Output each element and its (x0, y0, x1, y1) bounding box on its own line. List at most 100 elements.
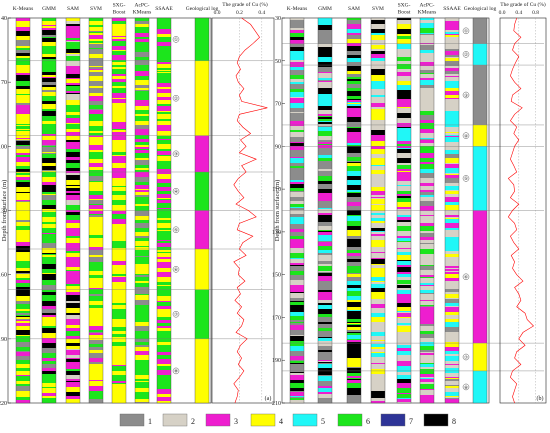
class-stripe (397, 290, 411, 294)
geo-log-segment (195, 135, 209, 172)
class-stripe (318, 148, 332, 151)
class-stripe (445, 364, 459, 365)
class-stripe (290, 44, 304, 47)
class-stripe (347, 77, 361, 79)
class-stripe (89, 96, 103, 101)
zone-label: ⑥ (174, 267, 179, 272)
class-stripe (135, 47, 149, 52)
class-stripe (397, 103, 411, 107)
class-stripe (157, 37, 171, 42)
class-stripe (371, 357, 385, 362)
class-stripe (290, 243, 304, 248)
class-stripe (89, 39, 103, 41)
geo-log-title: Geological log (186, 6, 219, 12)
class-stripe (290, 316, 304, 320)
class-stripe (318, 136, 332, 140)
class-stripe (347, 29, 361, 33)
class-stripe (16, 320, 30, 321)
class-stripe (420, 50, 434, 53)
class-stripe (42, 46, 56, 51)
class-stripe (445, 183, 459, 186)
class-stripe (157, 370, 171, 375)
class-stripe (445, 272, 459, 274)
class-stripe (66, 297, 80, 301)
class-stripe (420, 310, 434, 315)
class-stripe (66, 209, 80, 210)
class-stripe (135, 21, 149, 24)
class-stripe (347, 277, 361, 281)
class-stripe (42, 59, 56, 64)
class-stripe (420, 85, 434, 88)
class-stripe (112, 69, 126, 74)
class-stripe (89, 150, 103, 152)
class-stripe (420, 342, 434, 346)
class-stripe (397, 169, 411, 171)
class-stripe (347, 270, 361, 273)
class-stripe (16, 141, 30, 145)
geo-log-segment (473, 210, 487, 344)
class-stripe (112, 122, 126, 124)
class-stripe (112, 132, 126, 137)
class-stripe (445, 55, 459, 57)
class-stripe (420, 307, 434, 310)
class-stripe (112, 218, 126, 219)
class-stripe (112, 74, 126, 76)
class-stripe (89, 152, 103, 155)
class-stripe (16, 242, 30, 246)
class-stripe (112, 371, 126, 375)
class-stripe (135, 277, 149, 281)
class-stripe (112, 245, 126, 248)
class-stripe (66, 152, 80, 157)
class-stripe (445, 223, 459, 228)
class-stripe (16, 226, 30, 230)
class-stripe (89, 25, 103, 26)
class-stripe (66, 34, 80, 38)
class-stripe (318, 74, 332, 75)
class-stripe (397, 72, 411, 76)
class-stripe (371, 161, 385, 165)
class-stripe (347, 74, 361, 77)
class-stripe (157, 136, 171, 139)
class-stripe (42, 166, 56, 170)
class-stripe (445, 158, 459, 163)
class-stripe (16, 50, 30, 53)
class-stripe (89, 173, 103, 176)
class-stripe (89, 131, 103, 133)
class-stripe (66, 271, 80, 273)
class-stripe (135, 326, 149, 328)
class-stripe (42, 28, 56, 30)
class-stripe (445, 74, 459, 76)
class-stripe (420, 66, 434, 70)
class-stripe (16, 175, 30, 176)
class-stripe (347, 347, 361, 348)
class-stripe (157, 231, 171, 235)
zone-label: ① (464, 29, 469, 34)
class-stripe (42, 264, 56, 269)
class-stripe (445, 339, 459, 342)
class-stripe (318, 25, 332, 30)
class-stripe (318, 272, 332, 273)
class-stripe (445, 68, 459, 71)
class-stripe (89, 362, 103, 364)
class-stripe (445, 147, 459, 150)
class-stripe (135, 153, 149, 158)
class-stripe (157, 382, 171, 387)
class-stripe (397, 44, 411, 48)
class-stripe (347, 256, 361, 259)
class-stripe (371, 51, 385, 53)
class-stripe (16, 310, 30, 311)
class-stripe (445, 44, 459, 49)
class-stripe (157, 50, 171, 55)
class-stripe (66, 292, 80, 293)
class-stripe (112, 337, 126, 342)
legend-swatch (250, 413, 276, 427)
class-stripe (397, 220, 411, 222)
class-stripe (89, 288, 103, 289)
class-stripe (445, 315, 459, 319)
class-stripe (290, 236, 304, 239)
cu-plot-frame (499, 17, 547, 404)
class-stripe (445, 298, 459, 299)
class-stripe (66, 40, 80, 41)
class-stripe (371, 92, 385, 95)
class-stripe (397, 198, 411, 202)
